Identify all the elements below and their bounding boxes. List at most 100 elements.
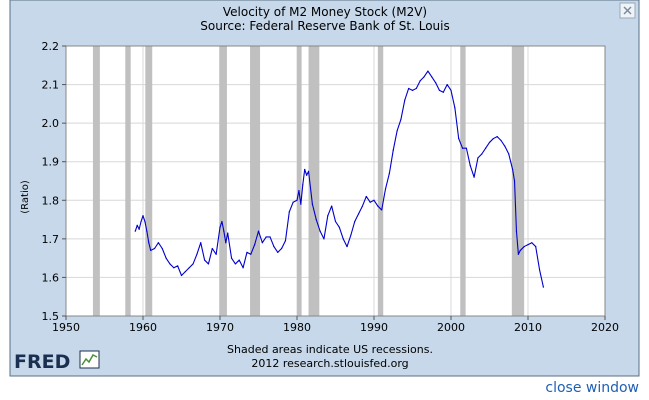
data-point: [261, 242, 263, 244]
data-point: [496, 136, 498, 138]
close-window-link[interactable]: close window: [545, 380, 639, 396]
data-point: [404, 99, 406, 101]
data-point: [350, 234, 352, 236]
x-tick-label-4: 1990: [360, 321, 388, 334]
data-point: [306, 174, 308, 176]
data-point: [250, 253, 252, 255]
y-tick-label-3: 1.8: [42, 194, 60, 207]
data-point: [242, 267, 244, 269]
data-point: [284, 240, 287, 242]
recession-band-9: [511, 46, 525, 316]
data-point: [331, 205, 333, 207]
axis-ticks: 1950 1960 1970 1980 1990 2000 2010 2020 1.5 1.6 1.…: [42, 40, 620, 334]
data-point: [292, 201, 294, 203]
data-point: [225, 242, 227, 244]
data-point: [196, 253, 198, 255]
y-tick-label-5: 2.0: [42, 117, 60, 130]
data-point: [388, 172, 390, 174]
data-point: [511, 168, 514, 171]
data-point: [465, 147, 467, 149]
recession-band-6: [308, 46, 320, 316]
y-axis-label: (Ratio): [20, 180, 31, 214]
data-point: [257, 230, 260, 232]
source-footnote: 2012 research.stlouisfed.org: [251, 357, 408, 370]
recession-band-3: [219, 46, 227, 316]
data-point: [342, 238, 344, 240]
data-point: [458, 137, 460, 140]
data-point: [138, 228, 140, 230]
data-point: [508, 153, 510, 155]
data-point: [531, 242, 533, 244]
data-point: [200, 242, 202, 244]
recession-bands: [92, 46, 525, 316]
data-point: [446, 83, 448, 86]
x-tick-label-1: 1960: [129, 321, 157, 334]
data-point: [427, 70, 429, 72]
data-point: [161, 247, 163, 250]
data-point: [319, 230, 321, 232]
data-point: [373, 199, 375, 201]
data-point: [140, 220, 142, 223]
data-point: [184, 271, 186, 273]
series-line-layer: [134, 70, 545, 288]
data-point: [338, 226, 340, 228]
fred-logo[interactable]: FRED: [14, 350, 100, 373]
data-point: [150, 249, 152, 252]
chart-title: Velocity of M2 Money Stock (M2V): [223, 5, 427, 19]
data-point: [527, 244, 529, 246]
y-tick-label-2: 1.7: [42, 233, 60, 246]
recession-band-1: [125, 46, 131, 316]
data-point: [438, 89, 441, 91]
data-point: [144, 220, 146, 223]
data-point: [473, 176, 475, 178]
data-point: [215, 253, 217, 255]
data-point: [142, 215, 144, 217]
data-point: [177, 265, 179, 267]
data-point: [302, 184, 304, 186]
data-point: [146, 230, 148, 232]
data-point: [265, 236, 267, 238]
data-point: [238, 259, 240, 261]
recession-band-8: [460, 46, 466, 316]
data-point: [134, 230, 136, 232]
data-point: [165, 257, 167, 259]
data-point: [323, 238, 325, 240]
data-point: [230, 257, 233, 259]
chart-subtitle: Source: Federal Reserve Bank of St. Loui…: [200, 19, 449, 33]
data-point: [254, 244, 256, 246]
data-point: [219, 226, 221, 228]
data-point: [392, 149, 394, 151]
data-point: [450, 89, 452, 91]
data-point: [515, 230, 518, 232]
data-point: [304, 168, 306, 171]
recession-band-5: [297, 46, 302, 316]
data-point: [169, 263, 171, 265]
data-point: [192, 263, 194, 265]
recession-band-2: [145, 46, 153, 316]
data-point: [334, 220, 337, 223]
data-point: [504, 145, 506, 147]
data-point: [435, 82, 437, 84]
y-tick-label-1: 1.6: [42, 271, 60, 284]
y-tick-label-7: 2.2: [42, 40, 60, 53]
data-point: [365, 195, 367, 198]
y-tick-label-0: 1.5: [42, 310, 60, 323]
fred-logo-text: FRED: [14, 351, 70, 373]
fred-chart-icon: [79, 350, 100, 369]
data-point: [523, 245, 525, 248]
data-point: [153, 247, 156, 250]
data-point: [400, 118, 402, 120]
data-point: [277, 251, 279, 253]
x-tick-label-3: 1980: [283, 321, 311, 334]
close-icon[interactable]: [619, 2, 636, 19]
x-tick-label-6: 2010: [514, 321, 542, 334]
data-point: [173, 267, 175, 269]
data-point: [477, 157, 479, 159]
data-point: [513, 180, 516, 182]
data-point: [396, 130, 398, 132]
data-point: [180, 274, 183, 277]
data-point: [148, 242, 150, 244]
data-point: [273, 245, 275, 248]
data-point: [415, 87, 417, 90]
